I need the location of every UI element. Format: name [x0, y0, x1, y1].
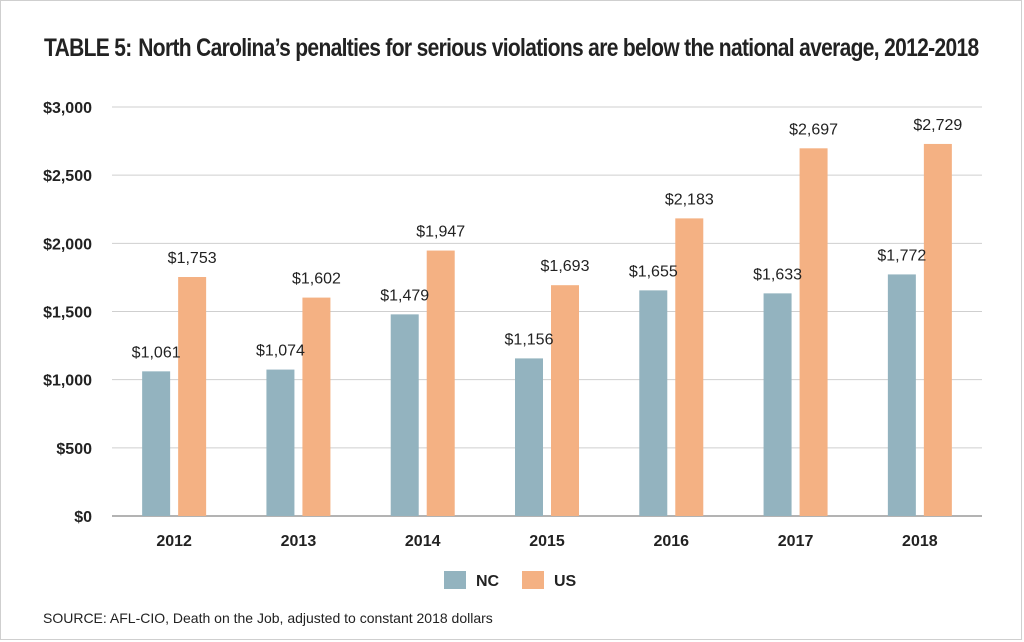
bar-nc-2017 — [763, 293, 792, 516]
x-axis-ticks: 2012 2013 2014 2015 2016 2017 2018 — [156, 533, 937, 550]
bar-nc-2012 — [142, 371, 171, 516]
legend-swatch-nc — [444, 571, 466, 589]
y-tick-label: $3,000 — [43, 100, 92, 117]
data-label-nc-2017: $1,633 — [753, 266, 802, 283]
data-label-us-2018: $2,729 — [913, 117, 962, 134]
data-labels: $1,061 $1,753 $1,074 $1,602 $1,479 $1,947 $1,1… — [132, 117, 963, 361]
x-tick-label: 2012 — [156, 533, 192, 550]
x-tick-label: 2018 — [902, 533, 938, 550]
data-label-nc-2013: $1,074 — [256, 343, 305, 360]
legend-label-us: US — [554, 573, 577, 590]
x-tick-label: 2016 — [653, 533, 689, 550]
chart-title: TABLE 5: North Carolina’s penalties for s… — [44, 34, 979, 63]
y-axis-ticks: $0 $500 $1,000 $1,500 $2,000 $2,500 $3,000 — [43, 100, 92, 526]
x-tick-label: 2015 — [529, 533, 565, 550]
data-label-nc-2018: $1,772 — [877, 247, 926, 264]
bar-us-2015 — [551, 285, 579, 516]
data-label-nc-2015: $1,156 — [505, 331, 554, 348]
y-tick-label: $500 — [56, 441, 92, 458]
bar-us-2018 — [923, 143, 952, 516]
bar-nc-2018 — [887, 274, 916, 516]
x-tick-label: 2013 — [281, 533, 317, 550]
bar-nc-2013 — [266, 369, 295, 516]
y-tick-label: $2,000 — [43, 236, 92, 253]
bar-us-2012 — [178, 277, 207, 516]
y-tick-label: $1,000 — [43, 373, 92, 390]
x-tick-label: 2014 — [405, 533, 441, 550]
legend-label-nc: NC — [476, 573, 500, 590]
source-note: SOURCE: AFL-CIO, Death on the Job, adjus… — [43, 610, 493, 626]
data-label-us-2013: $1,602 — [292, 271, 341, 288]
bar-us-2016 — [675, 218, 704, 516]
data-label-us-2012: $1,753 — [168, 250, 217, 267]
legend: NC US — [444, 571, 577, 590]
data-label-us-2016: $2,183 — [665, 191, 714, 208]
table-label: TABLE 5: — [44, 34, 132, 62]
y-tick-label: $1,500 — [43, 305, 92, 322]
bar-us-2013 — [302, 297, 331, 516]
bar-us-2017 — [799, 148, 828, 516]
data-label-nc-2016: $1,655 — [629, 263, 678, 280]
legend-swatch-us — [522, 571, 544, 589]
y-tick-label: $0 — [74, 509, 92, 526]
bar-nc-2015 — [515, 358, 543, 516]
bar-nc-2016 — [639, 290, 668, 516]
bars — [142, 143, 952, 516]
data-label-us-2015: $1,693 — [541, 258, 590, 275]
data-label-nc-2012: $1,061 — [132, 344, 181, 361]
bar-nc-2014 — [390, 314, 419, 516]
title-text: North Carolina’s penalties for serious v… — [138, 34, 979, 62]
y-tick-label: $2,500 — [43, 168, 92, 185]
bar-us-2014 — [426, 250, 455, 516]
gridlines — [112, 106, 982, 517]
data-label-nc-2014: $1,479 — [380, 287, 429, 304]
data-label-us-2017: $2,697 — [789, 121, 838, 138]
data-label-us-2014: $1,947 — [416, 224, 465, 241]
x-tick-label: 2017 — [778, 533, 814, 550]
